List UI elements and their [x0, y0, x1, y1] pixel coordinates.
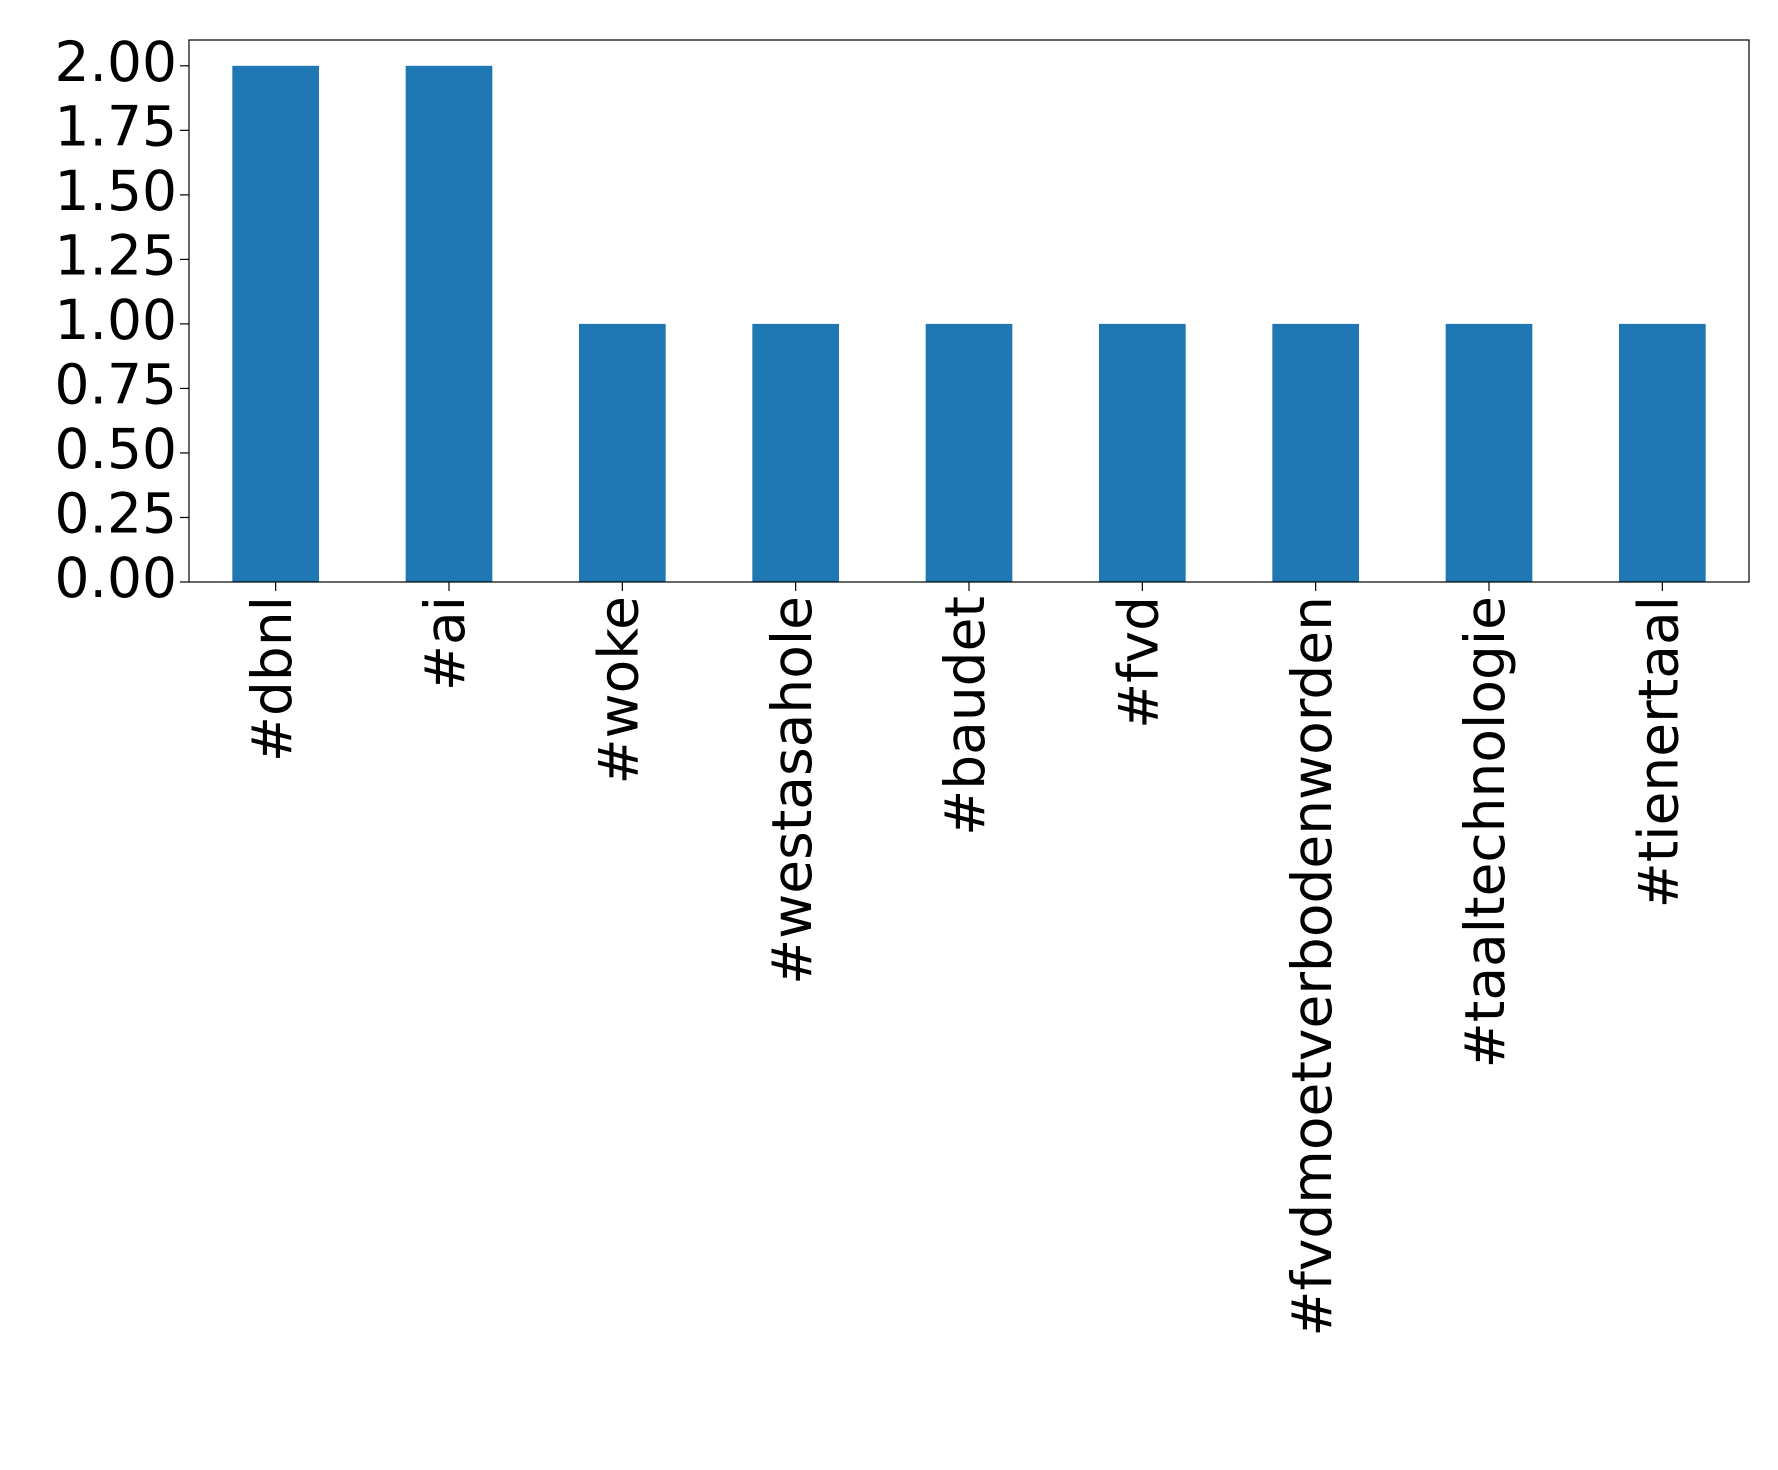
y-tick-label: 1.25 — [55, 224, 177, 288]
bar — [1445, 323, 1533, 582]
y-tick-label: 2.00 — [55, 30, 177, 94]
y-tick-label: 0.50 — [55, 417, 177, 481]
bar — [232, 65, 319, 583]
y-tick-label: 1.75 — [55, 94, 177, 158]
y-tick-label: 0.75 — [55, 353, 177, 417]
x-tick-label: #taaltechnologie — [1453, 596, 1517, 1068]
bar — [1099, 323, 1186, 582]
y-tick-label: 1.50 — [55, 159, 177, 223]
bar — [925, 323, 1013, 582]
bar — [579, 323, 666, 582]
x-tick-label: #woke — [586, 596, 650, 784]
x-tick-label: #fvdmoetverbodenworden — [1280, 596, 1344, 1337]
x-tick-label: #baudet — [933, 596, 997, 836]
bar — [405, 65, 493, 583]
y-tick-label: 1.00 — [55, 288, 177, 352]
x-tick-label: #tienertaal — [1626, 596, 1690, 908]
bar — [1619, 323, 1706, 582]
plot-frame — [188, 39, 1750, 583]
x-tick-label: #dbnl — [240, 596, 304, 762]
x-tick-label: #ai — [413, 596, 477, 691]
bar — [1272, 323, 1359, 582]
x-tick-label: #westasahole — [760, 596, 824, 985]
y-tick-label: 0.25 — [55, 482, 177, 546]
bar — [752, 323, 839, 582]
y-tick-label: 0.00 — [55, 546, 177, 610]
x-tick-label: #fvd — [1106, 596, 1170, 729]
